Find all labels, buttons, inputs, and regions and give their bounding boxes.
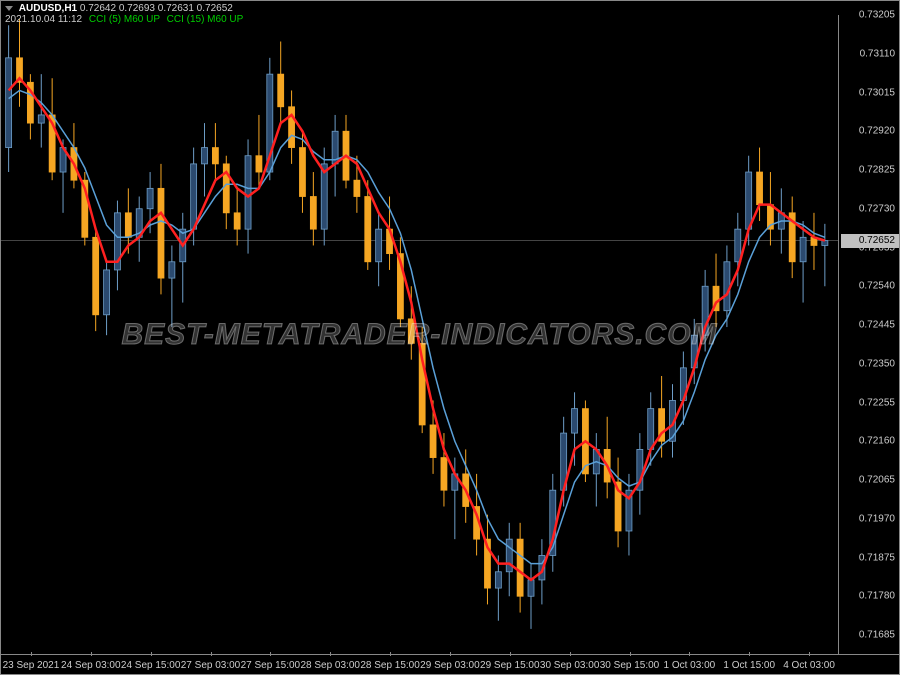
y-tick-label: 0.72920 bbox=[859, 126, 895, 137]
ohlc-label: 0.72642 0.72693 0.72631 0.72652 bbox=[80, 3, 233, 14]
x-tick bbox=[570, 652, 571, 656]
x-tick-label: 29 Sep 15:00 bbox=[480, 660, 540, 671]
y-tick-label: 0.72445 bbox=[859, 320, 895, 331]
x-tick-label: 30 Sep 15:00 bbox=[600, 660, 660, 671]
x-tick bbox=[630, 652, 631, 656]
y-tick-label: 0.71875 bbox=[859, 552, 895, 563]
y-tick-label: 0.73015 bbox=[859, 87, 895, 98]
chart-header: AUDUSD,H1 0.72642 0.72693 0.72631 0.7265… bbox=[5, 3, 243, 25]
x-axis: 23 Sep 202124 Sep 03:0024 Sep 15:0027 Se… bbox=[1, 654, 839, 674]
indicator2-label: CCI (15) M60 UP bbox=[167, 14, 244, 25]
x-tick-label: 28 Sep 03:00 bbox=[300, 660, 360, 671]
x-tick-label: 1 Oct 03:00 bbox=[663, 660, 715, 671]
x-tick-label: 27 Sep 15:00 bbox=[241, 660, 301, 671]
x-tick-label: 28 Sep 15:00 bbox=[360, 660, 420, 671]
timestamp-label: 2021.10.04 11:12 bbox=[5, 14, 82, 25]
y-tick-label: 0.71970 bbox=[859, 513, 895, 524]
y-tick-label: 0.71685 bbox=[859, 630, 895, 641]
current-price-tag: 0.72652 bbox=[841, 234, 899, 248]
x-tick bbox=[809, 652, 810, 656]
y-tick-label: 0.72730 bbox=[859, 203, 895, 214]
x-tick-label: 24 Sep 03:00 bbox=[61, 660, 121, 671]
y-tick-label: 0.72825 bbox=[859, 165, 895, 176]
y-tick-label: 0.73205 bbox=[859, 10, 895, 21]
x-tick-label: 4 Oct 03:00 bbox=[783, 660, 835, 671]
x-tick-label: 27 Sep 03:00 bbox=[181, 660, 241, 671]
y-tick-label: 0.72065 bbox=[859, 475, 895, 486]
indicator1-label: CCI (5) M60 UP bbox=[89, 14, 160, 25]
x-tick-label: 29 Sep 03:00 bbox=[420, 660, 480, 671]
y-tick-label: 0.71780 bbox=[859, 591, 895, 602]
x-tick bbox=[510, 652, 511, 656]
y-tick-label: 0.72350 bbox=[859, 358, 895, 369]
x-tick bbox=[270, 652, 271, 656]
plot-area[interactable]: BEST-METATRADER-INDICATORS.COM bbox=[1, 15, 839, 655]
symbol-label: AUDUSD,H1 bbox=[19, 3, 77, 14]
chart-container: AUDUSD,H1 0.72642 0.72693 0.72631 0.7265… bbox=[0, 0, 900, 675]
x-tick bbox=[749, 652, 750, 656]
x-tick-label: 1 Oct 15:00 bbox=[723, 660, 775, 671]
watermark: BEST-METATRADER-INDICATORS.COM bbox=[121, 318, 717, 352]
x-tick bbox=[390, 652, 391, 656]
x-tick bbox=[151, 652, 152, 656]
x-tick-label: 23 Sep 2021 bbox=[3, 660, 60, 671]
x-tick bbox=[330, 652, 331, 656]
x-tick bbox=[91, 652, 92, 656]
x-tick bbox=[689, 652, 690, 656]
x-tick bbox=[211, 652, 212, 656]
dropdown-icon[interactable] bbox=[5, 6, 13, 11]
x-tick bbox=[450, 652, 451, 656]
x-tick-label: 24 Sep 15:00 bbox=[121, 660, 181, 671]
y-tick-label: 0.73110 bbox=[860, 48, 895, 59]
x-tick-label: 30 Sep 03:00 bbox=[540, 660, 600, 671]
y-tick-label: 0.72160 bbox=[859, 436, 895, 447]
x-tick bbox=[31, 652, 32, 656]
y-tick-label: 0.72540 bbox=[859, 281, 895, 292]
y-axis: 0.732050.731100.730150.729200.728250.727… bbox=[838, 15, 899, 655]
y-tick-label: 0.72255 bbox=[859, 397, 895, 408]
